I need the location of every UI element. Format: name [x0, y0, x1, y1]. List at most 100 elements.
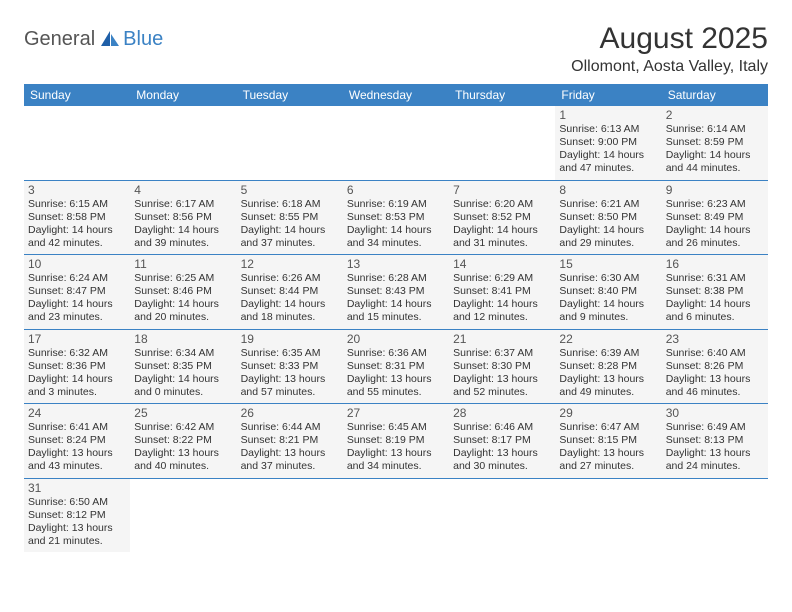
day-number: 4	[134, 183, 232, 197]
day-sunset: Sunset: 8:59 PM	[666, 136, 764, 149]
calendar-empty-cell	[555, 478, 661, 552]
day-number: 9	[666, 183, 764, 197]
day-daylight2: and 12 minutes.	[453, 311, 551, 324]
day-daylight1: Daylight: 14 hours	[559, 149, 657, 162]
day-sunrise: Sunrise: 6:44 AM	[241, 421, 339, 434]
day-sunset: Sunset: 8:43 PM	[347, 285, 445, 298]
day-daylight1: Daylight: 13 hours	[28, 447, 126, 460]
weekday-header: Wednesday	[343, 84, 449, 106]
calendar-day-cell: 2Sunrise: 6:14 AMSunset: 8:59 PMDaylight…	[662, 106, 768, 180]
day-sunrise: Sunrise: 6:24 AM	[28, 272, 126, 285]
day-sunrise: Sunrise: 6:13 AM	[559, 123, 657, 136]
calendar-empty-cell	[24, 106, 130, 180]
day-daylight1: Daylight: 13 hours	[666, 447, 764, 460]
day-sunset: Sunset: 8:21 PM	[241, 434, 339, 447]
day-daylight1: Daylight: 14 hours	[666, 298, 764, 311]
day-daylight2: and 29 minutes.	[559, 237, 657, 250]
day-daylight1: Daylight: 14 hours	[134, 373, 232, 386]
day-daylight2: and 37 minutes.	[241, 237, 339, 250]
day-daylight2: and 42 minutes.	[28, 237, 126, 250]
calendar-day-cell: 21Sunrise: 6:37 AMSunset: 8:30 PMDayligh…	[449, 329, 555, 404]
day-number: 23	[666, 332, 764, 346]
day-sunrise: Sunrise: 6:46 AM	[453, 421, 551, 434]
day-number: 28	[453, 406, 551, 420]
day-sunset: Sunset: 9:00 PM	[559, 136, 657, 149]
day-daylight2: and 20 minutes.	[134, 311, 232, 324]
day-sunrise: Sunrise: 6:19 AM	[347, 198, 445, 211]
day-sunset: Sunset: 8:22 PM	[134, 434, 232, 447]
day-daylight1: Daylight: 13 hours	[453, 373, 551, 386]
logo-text-general: General	[24, 28, 95, 51]
day-sunset: Sunset: 8:49 PM	[666, 211, 764, 224]
month-title: August 2025	[571, 22, 768, 56]
day-daylight2: and 18 minutes.	[241, 311, 339, 324]
day-daylight2: and 0 minutes.	[134, 386, 232, 399]
day-sunrise: Sunrise: 6:30 AM	[559, 272, 657, 285]
day-daylight1: Daylight: 14 hours	[347, 298, 445, 311]
day-sunset: Sunset: 8:33 PM	[241, 360, 339, 373]
day-sunrise: Sunrise: 6:14 AM	[666, 123, 764, 136]
calendar-body: 1Sunrise: 6:13 AMSunset: 9:00 PMDaylight…	[24, 106, 768, 552]
day-daylight1: Daylight: 13 hours	[28, 522, 126, 535]
day-daylight1: Daylight: 13 hours	[559, 447, 657, 460]
day-number: 2	[666, 108, 764, 122]
day-daylight2: and 15 minutes.	[347, 311, 445, 324]
calendar-empty-cell	[237, 106, 343, 180]
day-sunset: Sunset: 8:26 PM	[666, 360, 764, 373]
day-daylight2: and 39 minutes.	[134, 237, 232, 250]
calendar-day-cell: 6Sunrise: 6:19 AMSunset: 8:53 PMDaylight…	[343, 180, 449, 255]
day-daylight2: and 34 minutes.	[347, 237, 445, 250]
calendar-week-row: 10Sunrise: 6:24 AMSunset: 8:47 PMDayligh…	[24, 255, 768, 330]
day-sunrise: Sunrise: 6:28 AM	[347, 272, 445, 285]
day-sunrise: Sunrise: 6:39 AM	[559, 347, 657, 360]
day-daylight2: and 23 minutes.	[28, 311, 126, 324]
day-number: 18	[134, 332, 232, 346]
day-sunset: Sunset: 8:12 PM	[28, 509, 126, 522]
day-sunset: Sunset: 8:55 PM	[241, 211, 339, 224]
calendar-day-cell: 28Sunrise: 6:46 AMSunset: 8:17 PMDayligh…	[449, 404, 555, 479]
calendar-day-cell: 11Sunrise: 6:25 AMSunset: 8:46 PMDayligh…	[130, 255, 236, 330]
day-daylight2: and 57 minutes.	[241, 386, 339, 399]
calendar-empty-cell	[130, 478, 236, 552]
day-sunset: Sunset: 8:17 PM	[453, 434, 551, 447]
calendar-empty-cell	[449, 106, 555, 180]
day-sunrise: Sunrise: 6:18 AM	[241, 198, 339, 211]
day-sunrise: Sunrise: 6:26 AM	[241, 272, 339, 285]
logo: General Blue	[24, 22, 163, 51]
day-number: 22	[559, 332, 657, 346]
day-number: 13	[347, 257, 445, 271]
day-sunrise: Sunrise: 6:50 AM	[28, 496, 126, 509]
day-sunset: Sunset: 8:52 PM	[453, 211, 551, 224]
day-daylight2: and 26 minutes.	[666, 237, 764, 250]
day-daylight1: Daylight: 14 hours	[666, 149, 764, 162]
day-daylight2: and 37 minutes.	[241, 460, 339, 473]
weekday-header: Thursday	[449, 84, 555, 106]
calendar-empty-cell	[449, 478, 555, 552]
calendar-empty-cell	[130, 106, 236, 180]
day-number: 14	[453, 257, 551, 271]
calendar-table: SundayMondayTuesdayWednesdayThursdayFrid…	[24, 84, 768, 552]
day-sunrise: Sunrise: 6:42 AM	[134, 421, 232, 434]
day-daylight1: Daylight: 13 hours	[347, 373, 445, 386]
weekday-header: Monday	[130, 84, 236, 106]
day-sunrise: Sunrise: 6:31 AM	[666, 272, 764, 285]
day-number: 24	[28, 406, 126, 420]
day-daylight2: and 47 minutes.	[559, 162, 657, 175]
day-sunrise: Sunrise: 6:49 AM	[666, 421, 764, 434]
day-daylight2: and 3 minutes.	[28, 386, 126, 399]
day-sunset: Sunset: 8:53 PM	[347, 211, 445, 224]
day-sunrise: Sunrise: 6:23 AM	[666, 198, 764, 211]
weekday-header: Sunday	[24, 84, 130, 106]
calendar-day-cell: 16Sunrise: 6:31 AMSunset: 8:38 PMDayligh…	[662, 255, 768, 330]
calendar-empty-cell	[662, 478, 768, 552]
day-daylight1: Daylight: 14 hours	[559, 224, 657, 237]
day-number: 3	[28, 183, 126, 197]
day-number: 25	[134, 406, 232, 420]
calendar-week-row: 3Sunrise: 6:15 AMSunset: 8:58 PMDaylight…	[24, 180, 768, 255]
calendar-empty-cell	[343, 478, 449, 552]
day-daylight2: and 21 minutes.	[28, 535, 126, 548]
day-sunset: Sunset: 8:41 PM	[453, 285, 551, 298]
day-number: 31	[28, 481, 126, 495]
calendar-day-cell: 25Sunrise: 6:42 AMSunset: 8:22 PMDayligh…	[130, 404, 236, 479]
day-number: 7	[453, 183, 551, 197]
